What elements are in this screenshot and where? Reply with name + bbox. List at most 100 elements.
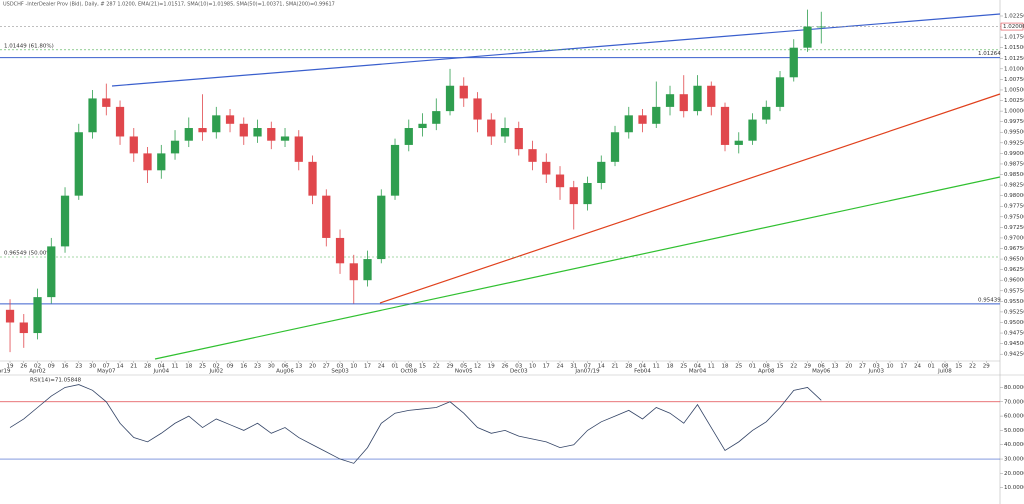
candle-body [803,26,812,48]
month-label: Mar04 [689,369,707,375]
x-tick-label: 20 [309,364,316,370]
candle-body [555,174,565,188]
x-tick-label: 03 [873,364,880,370]
y-tick-label: 1.00500 [1004,87,1024,93]
candle-body [734,140,743,145]
y-tick-label: 50.00000 [1004,428,1024,434]
candle-body [294,136,303,162]
candle-body [170,140,180,154]
candle-body [115,106,125,137]
x-tick-label: 07 [103,364,110,370]
x-tick-label: 27 [859,364,866,370]
candle-body [473,98,482,120]
x-tick-label: 04 [694,364,701,370]
month-label: Mar19 [0,369,11,375]
candle-body [418,123,427,129]
x-tick-label: 03 [515,364,522,370]
x-tick-label: 10 [887,364,894,370]
candle-body [239,123,248,137]
month-label: Nov05 [455,369,473,375]
x-tick-label: 24 [557,364,564,370]
candle-body [129,136,138,154]
candle-body [267,128,276,141]
candle-body [624,115,633,133]
candle-body [88,98,97,133]
month-label: Jun03 [867,369,884,375]
x-tick-label: 11 [708,364,715,370]
x-tick-label: 14 [598,364,605,370]
candle-body [789,47,798,78]
x-tick-label: 25 [680,364,687,370]
x-tick-label: 21 [130,364,137,370]
x-tick-label: 07 [584,364,591,370]
x-tick-label: 25 [735,364,742,370]
month-label: Dec03 [510,369,528,375]
candle-body [280,136,290,141]
candle-body [349,263,358,281]
x-tick-label: 01 [928,364,935,370]
x-tick-label: 23 [75,364,82,370]
x-tick-label: 24 [914,364,921,370]
x-tick-label: 15 [955,364,962,370]
month-label: Jun04 [152,369,169,375]
candle-body [514,128,523,150]
x-tick-label: 25 [199,364,206,370]
candle-body [720,106,730,145]
candle-body [102,98,111,107]
y-tick-label: 20.00000 [1004,471,1024,477]
x-tick-label: 03 [337,364,344,370]
y-tick-label: 1.00750 [1004,77,1024,83]
x-tick-label: 28 [625,364,632,370]
candle-body [693,85,702,112]
candle-body [184,128,193,141]
candle-body [542,161,551,175]
x-tick-label: 13 [832,364,839,370]
candle-body [363,259,372,281]
trend-line [154,176,1001,360]
candle-body [390,144,400,196]
candle-body [610,132,620,162]
x-tick-label: 17 [543,364,550,370]
x-tick-label: 28 [144,364,151,370]
candle-body [569,187,578,205]
candle-body [335,237,345,264]
x-tick-label: 14 [117,364,124,370]
y-tick-label: 0.99750 [1004,119,1024,125]
month-label: Jan07/19 [574,369,600,375]
x-tick-label: 15 [419,364,426,370]
y-tick-label: 70.00000 [1004,399,1024,405]
candle-body [432,111,441,124]
x-tick-label: 16 [240,364,247,370]
x-tick-label: 08 [763,364,770,370]
x-tick-label: 26 [20,364,27,370]
x-tick-label: 12 [474,364,481,370]
level-label: 0.96549 (50.00%) [4,251,54,257]
month-label: Feb04 [634,369,651,375]
candle-body [198,128,207,133]
candle-body [322,195,331,238]
y-tick-label: 30.00000 [1004,457,1024,463]
rsi-line [9,384,822,464]
x-tick-label: 26 [502,364,509,370]
trend-line [379,93,1001,304]
x-tick-label: 15 [777,364,784,370]
x-tick-label: 06 [282,364,289,370]
month-label: Apr02 [29,369,46,375]
x-tick-label: 10 [350,364,357,370]
month-label: Aug06 [276,369,294,375]
x-tick-label: 21 [612,364,619,370]
